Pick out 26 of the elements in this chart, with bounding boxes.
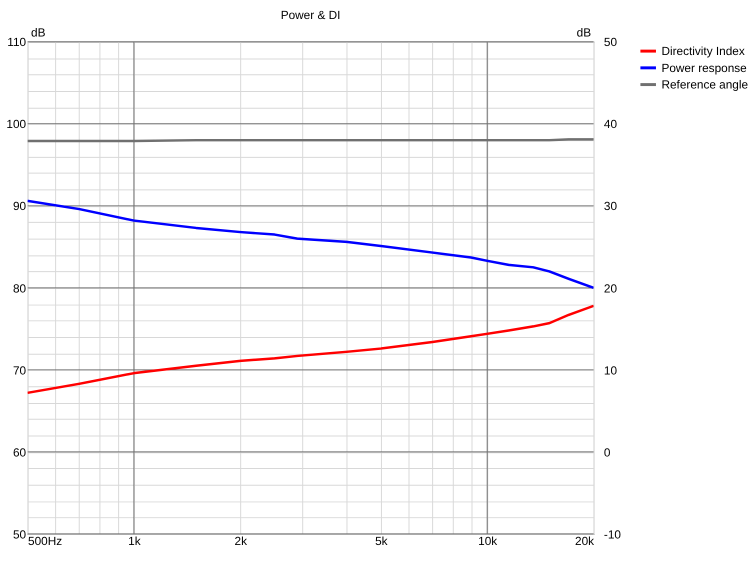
x-tick-label: 5k [375,534,388,548]
y-tick-label: 70 [12,363,27,378]
chart-title: Power & DI [280,8,340,22]
y-tick-label: 60 [12,445,27,460]
x-tick-label: 2k [234,534,248,548]
legend-label: Reference angle [661,78,748,92]
y2-tick-label: 40 [604,117,618,132]
y2-tick-label: 20 [604,281,618,296]
x-tick-label: 500Hz [28,534,62,548]
y2-tick-label: 0 [604,445,611,460]
x-tick-label: 1k [128,534,141,548]
y-axis-title: dB [31,25,46,40]
x-tick-label: 10k [478,534,498,548]
y2-tick-label: 50 [604,35,618,50]
y-tick-label: 100 [6,117,27,132]
x-tick-label: 20k [575,534,594,548]
y-tick-label: 110 [7,35,27,50]
y2-tick-label: -10 [604,527,622,542]
legend-label: Directivity Index [661,44,745,58]
y-tick-label: 50 [12,527,27,542]
legend-label: Power response [661,60,748,75]
y-tick-label: 80 [12,281,27,296]
y2-tick-label: 10 [604,363,618,378]
y2-axis-title: dB [576,25,592,40]
y-tick-label: 90 [12,199,27,214]
y2-tick-label: 30 [604,199,618,214]
